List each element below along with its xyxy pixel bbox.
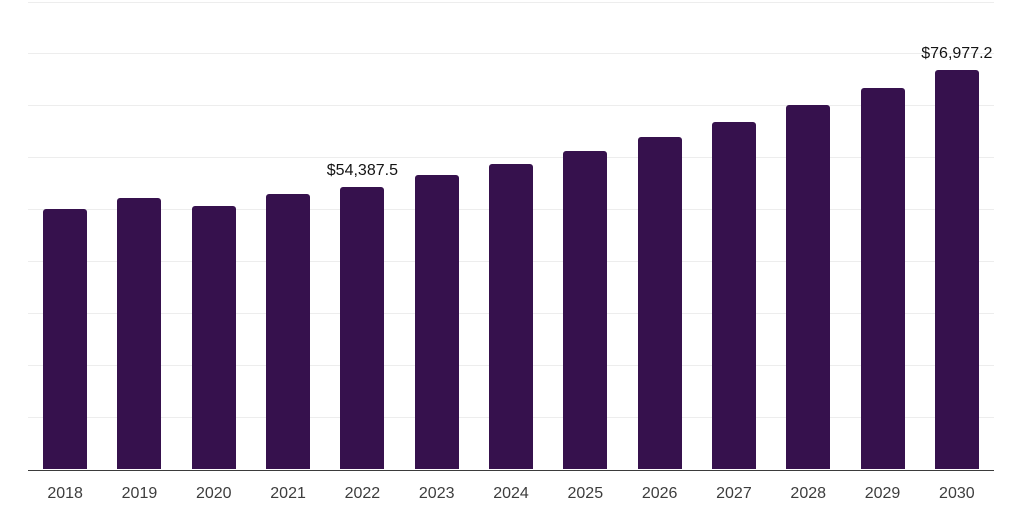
bar-2028[interactable] bbox=[786, 104, 831, 470]
x-tick-2030: 2030 bbox=[939, 485, 975, 502]
x-tick-2019: 2019 bbox=[121, 485, 158, 502]
gridline-90000 bbox=[28, 1, 994, 3]
bar-2018[interactable] bbox=[43, 209, 88, 470]
x-tick-2026: 2026 bbox=[641, 485, 678, 502]
x-tick-2023: 2023 bbox=[418, 485, 455, 502]
gridline-60000 bbox=[28, 157, 994, 159]
x-tick-2021: 2021 bbox=[270, 485, 306, 502]
x-tick-2022: 2022 bbox=[344, 485, 381, 502]
x-tick-2029: 2029 bbox=[864, 485, 901, 502]
x-tick-2028: 2028 bbox=[790, 485, 827, 502]
x-tick-2020: 2020 bbox=[195, 485, 232, 502]
value-label-2030: $76,977.2 bbox=[921, 44, 993, 62]
plot-area: $54,387.5 $76,977.2 bbox=[28, 1, 994, 470]
value-label-2022: $54,387.5 bbox=[326, 161, 398, 179]
bar-2025[interactable] bbox=[563, 151, 608, 470]
bar-2030[interactable] bbox=[934, 69, 979, 470]
bar-2024[interactable] bbox=[489, 163, 533, 470]
bar-2023[interactable] bbox=[414, 175, 459, 470]
x-axis-line bbox=[28, 469, 994, 471]
bar-2026[interactable] bbox=[637, 136, 682, 470]
gridline-80000 bbox=[28, 53, 994, 55]
x-tick-2024: 2024 bbox=[493, 485, 529, 502]
bar-2021[interactable] bbox=[266, 194, 311, 470]
x-tick-2018: 2018 bbox=[47, 485, 83, 502]
x-tick-2027: 2027 bbox=[716, 485, 752, 502]
bar-2019[interactable] bbox=[117, 198, 162, 470]
bar-2020[interactable] bbox=[191, 206, 236, 470]
x-tick-2025: 2025 bbox=[567, 485, 604, 502]
gridline-70000 bbox=[28, 105, 994, 107]
bar-2029[interactable] bbox=[860, 87, 905, 470]
bar-2022[interactable] bbox=[340, 186, 385, 470]
bar-2027[interactable] bbox=[711, 121, 756, 470]
